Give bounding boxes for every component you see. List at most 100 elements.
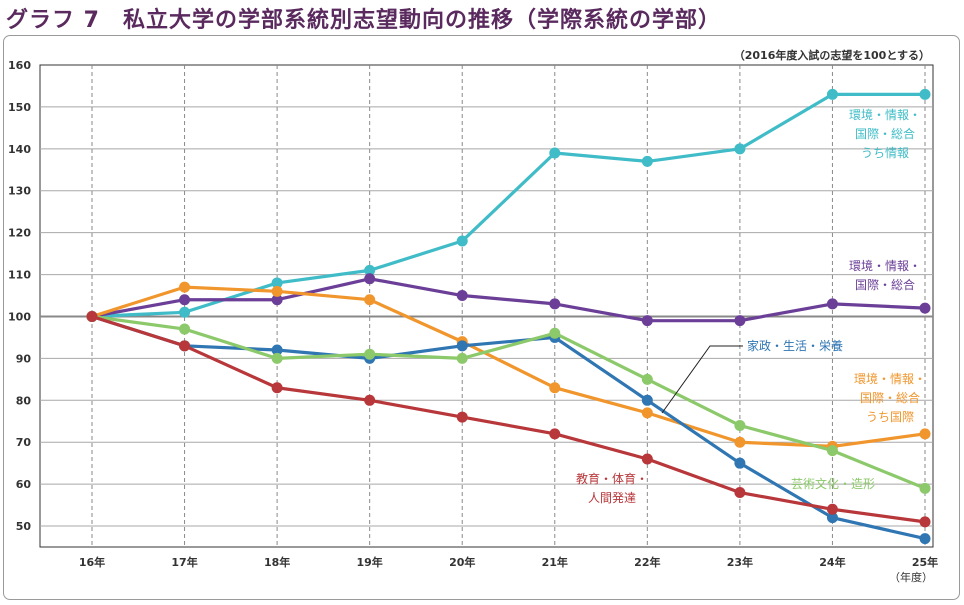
data-point xyxy=(456,352,468,364)
x-tick-label: 17年 xyxy=(171,555,197,569)
leader-line xyxy=(661,345,743,414)
data-point xyxy=(919,88,931,100)
data-point xyxy=(734,457,746,469)
data-point xyxy=(179,323,191,335)
x-tick-label: 20年 xyxy=(449,555,475,569)
x-tick-label: 23年 xyxy=(727,555,753,569)
data-point xyxy=(364,294,376,306)
data-point xyxy=(919,533,931,545)
data-point xyxy=(641,315,653,327)
data-point xyxy=(734,419,746,431)
data-point xyxy=(641,453,653,465)
y-tick-label: 150 xyxy=(8,101,31,114)
data-point xyxy=(641,373,653,385)
data-point xyxy=(456,290,468,302)
series-line xyxy=(91,314,926,524)
note-label: （2016年度入試の志望を100とする） xyxy=(734,48,930,62)
x-unit-label: （年度） xyxy=(889,570,933,584)
data-point xyxy=(919,516,931,528)
x-tick-label: 19年 xyxy=(357,555,383,569)
data-point xyxy=(734,143,746,155)
y-tick-label: 120 xyxy=(8,227,31,240)
data-point xyxy=(641,394,653,406)
data-point xyxy=(734,436,746,448)
series-label: 国際・総合 xyxy=(855,277,915,292)
data-point xyxy=(919,482,931,494)
y-tick-label: 140 xyxy=(8,143,31,156)
data-point xyxy=(826,298,838,310)
data-point xyxy=(456,411,468,423)
series-label: 人間発達 xyxy=(588,491,636,505)
data-point xyxy=(179,306,191,318)
data-point xyxy=(364,394,376,406)
data-point xyxy=(271,294,283,306)
data-point xyxy=(549,382,561,394)
series-label: 環境・情報・ xyxy=(854,371,926,386)
x-tick-label: 25年 xyxy=(912,555,938,569)
data-point xyxy=(86,310,98,322)
y-tick-label: 60 xyxy=(16,478,32,491)
data-point xyxy=(826,512,838,524)
series-label: 環境・情報・ xyxy=(849,107,921,122)
series-lines xyxy=(86,88,931,545)
data-point xyxy=(271,277,283,289)
series-label: 家政・生活・栄養 xyxy=(747,338,843,353)
data-point xyxy=(271,344,283,356)
data-point xyxy=(364,348,376,360)
x-tick-label: 16年 xyxy=(79,555,105,569)
data-point xyxy=(641,155,653,167)
data-point xyxy=(549,298,561,310)
series-label: うち情報 xyxy=(861,146,909,160)
x-tick-label: 18年 xyxy=(264,555,290,569)
chart-title: グラフ 7 私立大学の学部系統別志望動向の推移（学際系統の学部） xyxy=(6,8,721,33)
y-tick-label: 130 xyxy=(8,185,31,198)
series-label: 教育・体育・ xyxy=(576,471,648,486)
data-point xyxy=(826,503,838,515)
tick-labels: 50 60 70 80 90 100 110 120 130 140 150 160 16年 17年 18年… xyxy=(8,59,938,569)
data-point xyxy=(734,487,746,499)
data-point xyxy=(364,273,376,285)
y-tick-label: 90 xyxy=(16,352,32,365)
data-point xyxy=(641,407,653,419)
data-point xyxy=(271,285,283,297)
data-point xyxy=(826,445,838,457)
x-tick-label: 21年 xyxy=(542,555,568,569)
data-point xyxy=(456,340,468,352)
series-label: 国際・総合 xyxy=(855,126,915,141)
series-line xyxy=(91,314,926,490)
x-tick-label: 24年 xyxy=(819,555,845,569)
data-point xyxy=(919,302,931,314)
series-labels: 環境・情報・国際・総合うち情報環境・情報・国際・総合環境・情報・国際・総合うち国… xyxy=(576,107,926,505)
data-point xyxy=(364,264,376,276)
series-line xyxy=(91,314,926,541)
grid-lines xyxy=(40,65,933,547)
data-point xyxy=(919,428,931,440)
data-point xyxy=(271,352,283,364)
x-tick-label: 22年 xyxy=(634,555,660,569)
series-line xyxy=(91,285,926,449)
series-label: 芸術文化・造形 xyxy=(791,476,875,491)
y-tick-label: 50 xyxy=(16,520,32,533)
series-label: 国際・総合 xyxy=(860,390,920,405)
data-point xyxy=(179,340,191,352)
series-line xyxy=(91,92,925,319)
data-point xyxy=(549,147,561,159)
series-line xyxy=(91,277,926,323)
y-tick-label: 110 xyxy=(8,269,31,282)
series-label: うち国際 xyxy=(866,410,914,424)
y-tick-label: 80 xyxy=(16,394,32,407)
data-point xyxy=(179,294,191,306)
data-point xyxy=(179,281,191,293)
y-tick-label: 160 xyxy=(8,59,31,72)
data-point xyxy=(826,88,838,100)
y-tick-label: 70 xyxy=(16,436,32,449)
data-point xyxy=(734,315,746,327)
data-point xyxy=(549,327,561,339)
data-point xyxy=(549,428,561,440)
data-point xyxy=(456,235,468,247)
plot-area xyxy=(39,64,934,548)
data-point xyxy=(271,382,283,394)
series-label: 環境・情報・ xyxy=(849,258,921,273)
y-tick-label: 100 xyxy=(8,310,31,323)
